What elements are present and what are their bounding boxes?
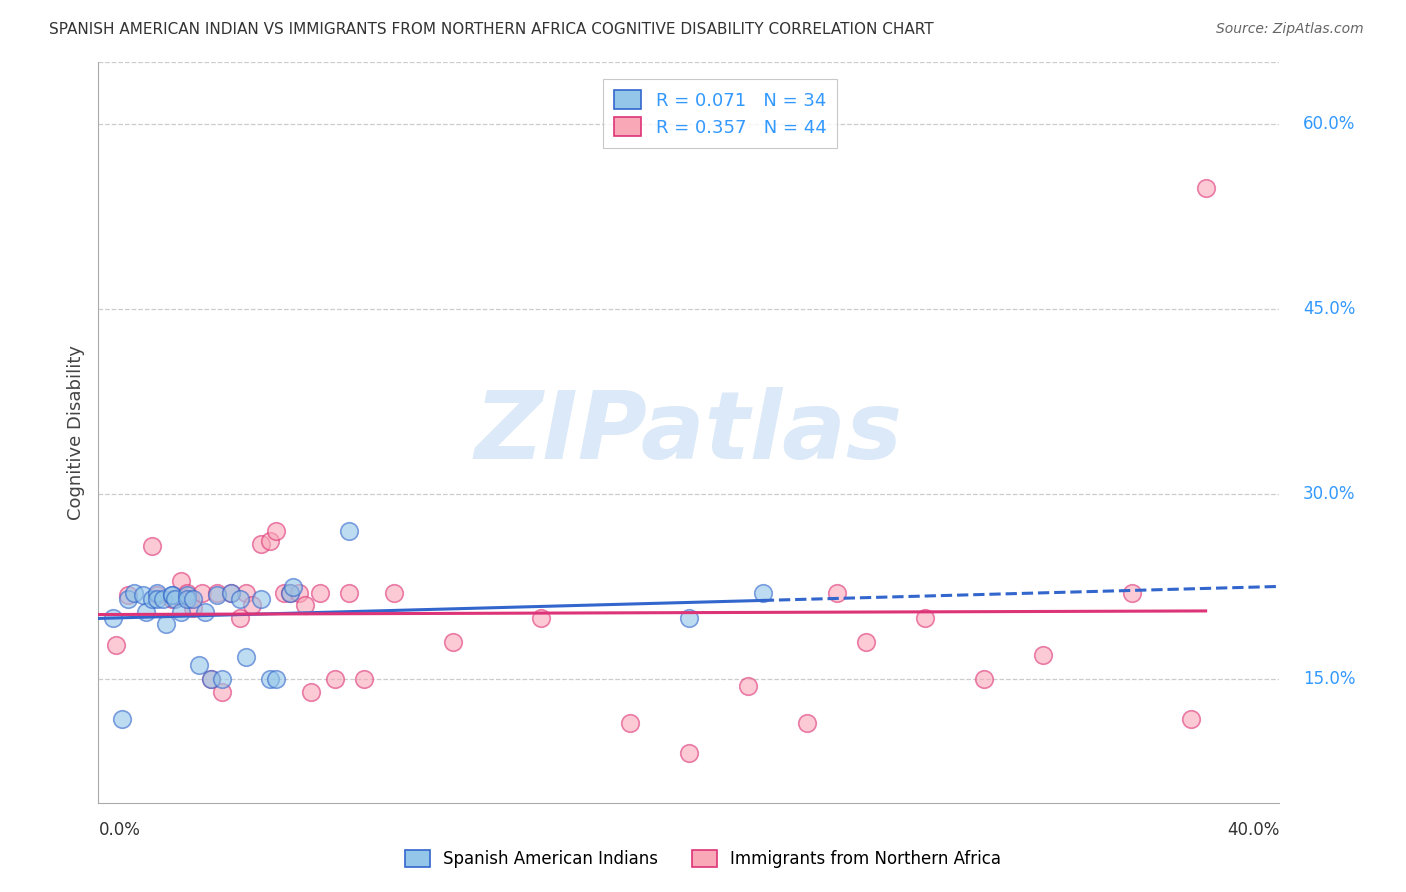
Point [1032,648,1054,662]
Point [353,673,375,687]
Text: 60.0%: 60.0% [1303,115,1355,133]
Point [235,650,257,665]
Point [1195,181,1218,195]
Point [117,589,139,603]
Point [278,586,302,600]
Point [176,589,198,603]
Point [179,592,201,607]
Point [288,586,311,600]
Legend: Spanish American Indians, Immigrants from Northern Africa: Spanish American Indians, Immigrants fro… [398,843,1008,875]
Point [117,592,139,607]
Text: 30.0%: 30.0% [1303,485,1355,503]
Point [309,586,332,600]
Point [855,635,877,649]
Point [181,592,204,607]
Point [250,592,273,607]
Point [825,586,848,600]
Point [278,586,302,600]
Point [530,611,553,625]
Point [796,715,818,730]
Point [229,592,252,607]
Point [162,589,183,603]
Point [751,586,773,600]
Point [200,673,222,687]
Point [337,586,360,600]
Point [146,589,169,603]
Point [259,534,281,549]
Y-axis label: Cognitive Disability: Cognitive Disability [66,345,84,520]
Point [205,586,228,600]
Point [678,747,700,761]
Point [219,586,242,600]
Legend: R = 0.071   N = 34, R = 0.357   N = 44: R = 0.071 N = 34, R = 0.357 N = 44 [603,78,838,147]
Text: SPANISH AMERICAN INDIAN VS IMMIGRANTS FROM NORTHERN AFRICA COGNITIVE DISABILITY : SPANISH AMERICAN INDIAN VS IMMIGRANTS FR… [49,22,934,37]
Point [141,539,163,553]
Point [187,657,209,672]
Point [176,586,198,600]
Point [165,592,187,607]
Text: 0.0%: 0.0% [98,822,141,839]
Point [176,592,198,607]
Point [162,592,183,607]
Text: ZIPatlas: ZIPatlas [475,386,903,479]
Point [973,673,995,687]
Point [194,605,217,619]
Point [132,589,155,603]
Point [441,635,464,649]
Point [122,586,145,600]
Point [170,605,193,619]
Point [205,589,228,603]
Point [200,673,222,687]
Point [146,586,169,600]
Point [211,685,233,699]
Point [283,580,305,594]
Point [259,673,281,687]
Point [155,616,177,631]
Point [103,611,125,625]
Point [382,586,405,600]
Point [299,685,322,699]
Point [337,524,360,539]
Text: Source: ZipAtlas.com: Source: ZipAtlas.com [1216,22,1364,37]
Point [678,611,700,625]
Point [294,599,316,613]
Text: 45.0%: 45.0% [1303,301,1355,318]
Point [619,715,641,730]
Point [211,673,233,687]
Point [250,537,273,551]
Point [181,600,204,615]
Point [219,586,242,600]
Point [135,605,157,619]
Text: 40.0%: 40.0% [1227,822,1279,839]
Point [264,524,287,539]
Point [240,599,263,613]
Point [737,679,759,693]
Point [141,592,163,607]
Point [170,574,193,588]
Point [162,589,183,603]
Point [914,611,936,625]
Point [323,673,346,687]
Text: 15.0%: 15.0% [1303,671,1355,689]
Point [235,586,257,600]
Point [146,592,169,607]
Point [264,673,287,687]
Point [191,586,214,600]
Point [111,712,134,726]
Point [1180,712,1202,726]
Point [273,586,295,600]
Point [105,638,128,652]
Point [229,611,252,625]
Point [1121,586,1143,600]
Point [152,592,174,607]
